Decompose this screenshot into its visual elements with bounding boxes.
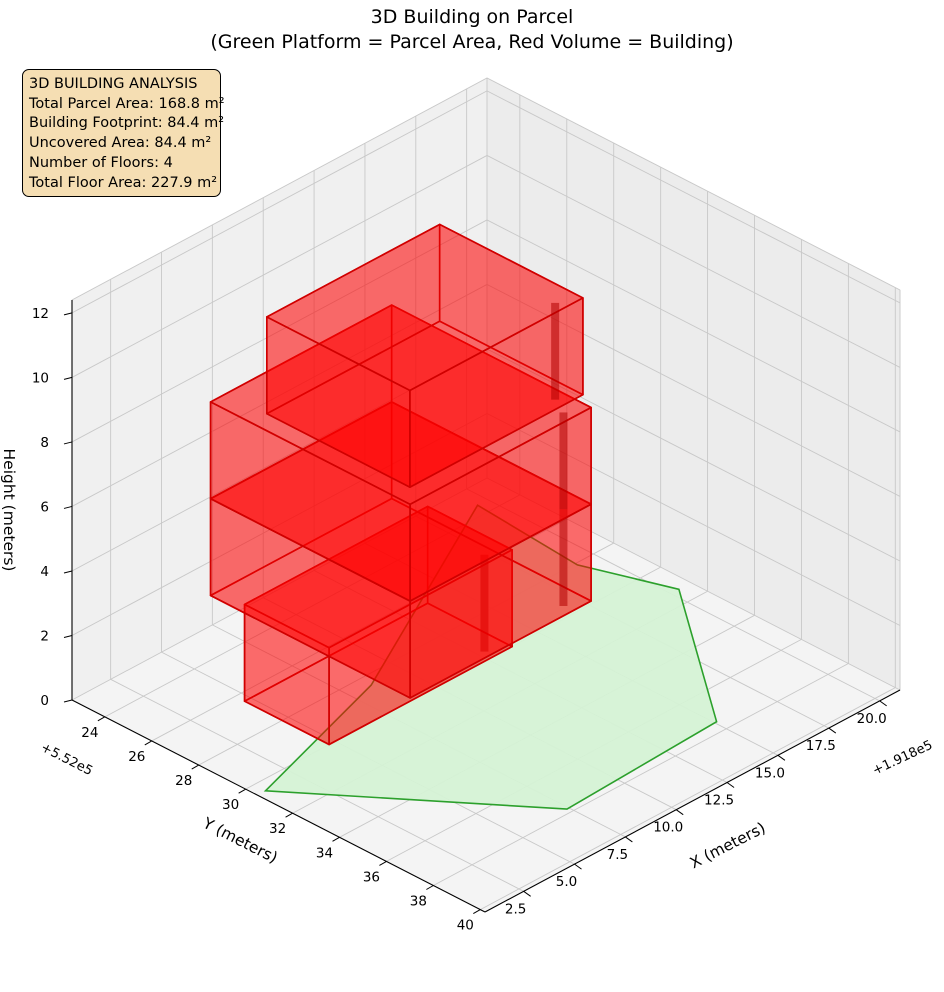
z-tick-label: 2 — [40, 628, 49, 644]
x-tick-label: 10.0 — [653, 820, 683, 836]
x-tick — [574, 863, 582, 870]
x-tick — [777, 754, 786, 761]
y-tick — [238, 788, 246, 794]
x-tick-label: 20.0 — [857, 711, 887, 727]
y-tick — [144, 740, 153, 746]
x-tick-label: 7.5 — [607, 847, 628, 863]
z-tick — [63, 505, 73, 509]
floor-4-face — [265, 223, 584, 392]
floor-3-face — [209, 304, 592, 506]
x-tick — [675, 809, 684, 816]
y-tick — [97, 716, 106, 722]
pane-edge — [71, 77, 488, 301]
grid-floor-y — [104, 494, 521, 718]
grid-right-z — [486, 155, 901, 368]
z-tick — [63, 699, 73, 703]
y-tick-label: 26 — [128, 749, 145, 765]
z-tick-label: 10 — [32, 370, 49, 386]
z-tick — [63, 312, 73, 316]
x-tick-label: 12.5 — [704, 793, 734, 809]
pane-edge — [486, 77, 901, 291]
info-box-title: 3D BUILDING ANALYSIS — [29, 76, 198, 92]
y-tick — [473, 909, 481, 915]
floor-1-face — [243, 505, 513, 649]
x-tick — [726, 782, 735, 788]
chart-subtitle: (Green Platform = Parcel Area, Red Volum… — [210, 31, 734, 53]
x-tick-label: 2.5 — [505, 901, 526, 917]
z-tick — [63, 441, 73, 445]
y-tick — [379, 860, 387, 866]
y-tick-label: 28 — [175, 773, 192, 789]
z-tick-label: 8 — [40, 435, 49, 451]
floor-2-corner-strip — [559, 509, 568, 606]
grid-right-z — [486, 90, 901, 304]
y-tick-label: 40 — [457, 918, 474, 934]
grid-back-z — [71, 413, 488, 636]
y-offset-label: +5.52e5 — [38, 740, 95, 779]
z-tick — [63, 570, 73, 574]
x-offset-label: +1.918e5 — [870, 738, 935, 779]
info-line-footprint: Building Footprint: 84.4 m² — [29, 115, 225, 132]
y-tick — [191, 764, 199, 770]
x-tick-label: 5.0 — [556, 874, 577, 890]
y-tick-label: 36 — [363, 869, 380, 885]
z-tick — [63, 634, 73, 638]
grid-right-z — [486, 477, 901, 691]
grid-floor-y — [480, 687, 896, 910]
z-tick-label: 6 — [40, 499, 49, 515]
y-tick-label: 34 — [316, 845, 333, 861]
x-axis-line — [484, 689, 901, 913]
grid-right-z — [486, 413, 901, 626]
info-line-floors: Number of Floors: 4 — [29, 154, 173, 171]
x-tick-label: 17.5 — [806, 738, 836, 754]
x-tick — [879, 700, 887, 707]
z-axis-label: Height (meters) — [0, 449, 18, 572]
chart-title: 3D Building on Parcel — [370, 6, 574, 28]
grid-back-z — [71, 477, 488, 701]
floor-4-corner-strip — [551, 302, 560, 400]
info-box: 3D BUILDING ANALYSIS Total Parcel Area: … — [22, 69, 225, 197]
grid-right-z — [486, 219, 901, 433]
x-tick — [828, 727, 837, 734]
x-tick — [625, 836, 633, 843]
y-tick-label: 38 — [410, 894, 427, 910]
floor-1-corner-strip — [480, 554, 489, 652]
x-tick-label: 15.0 — [755, 765, 785, 781]
y-axis-line — [71, 699, 486, 913]
x-axis-label: X (meters) — [687, 819, 769, 872]
grid-back-z — [71, 155, 488, 378]
grid-back-z — [71, 90, 488, 314]
y-tick-label: 30 — [222, 797, 239, 813]
info-line-uncovered: Uncovered Area: 84.4 m² — [29, 135, 212, 152]
z-tick-label: 0 — [40, 693, 49, 709]
y-tick — [285, 812, 293, 818]
info-line-parcel-area: Total Parcel Area: 168.8 m² — [29, 95, 225, 112]
z-tick-label: 12 — [32, 306, 49, 322]
y-tick — [426, 885, 434, 890]
y-tick-label: 24 — [81, 725, 98, 741]
y-tick-label: 32 — [269, 821, 286, 837]
grid-floor-y — [433, 663, 849, 886]
z-tick — [63, 376, 73, 380]
info-line-floor-area: Total Floor Area: 227.9 m² — [29, 174, 218, 191]
y-tick — [332, 836, 340, 842]
grid-back-z — [71, 284, 488, 507]
z-tick-label: 4 — [40, 564, 49, 580]
x-tick — [523, 890, 531, 897]
floor-3-corner-strip — [559, 412, 568, 510]
grid-back-z — [71, 219, 488, 443]
